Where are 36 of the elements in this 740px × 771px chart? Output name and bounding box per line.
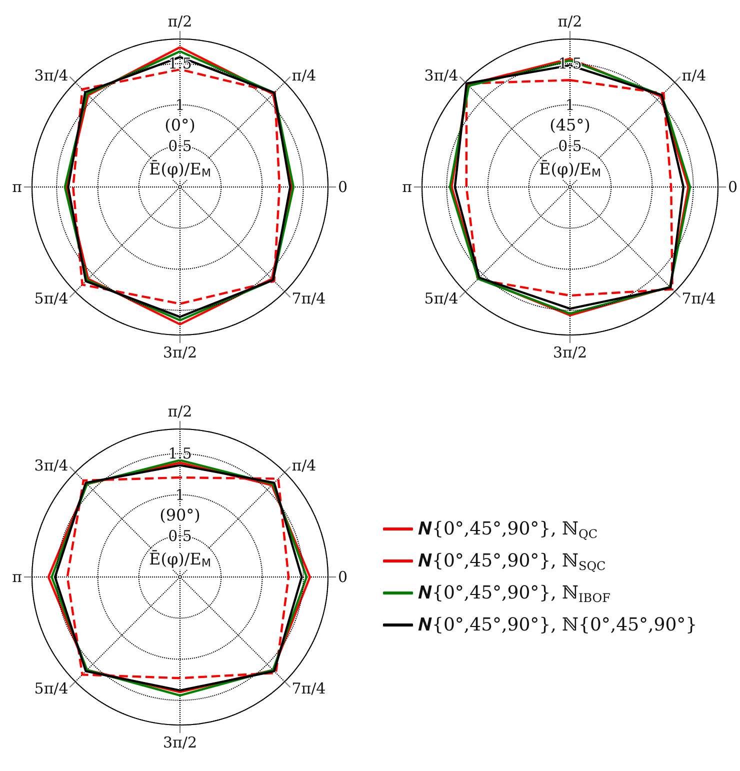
spoke-label: 3π/2 <box>553 344 587 362</box>
y-tick-label: 0.5 <box>168 526 192 545</box>
spoke-label: π <box>402 178 412 196</box>
y-tick-label: 0.5 <box>558 136 582 155</box>
spoke-label: 0 <box>728 178 738 196</box>
spoke-label: 3π/4 <box>424 66 458 84</box>
text: (90°) <box>160 505 200 524</box>
legend-label: 𝑵{0°,45°,90°}, ℕ{0°,45°,90°} <box>418 614 698 636</box>
text: (0°) <box>164 115 196 134</box>
spoke-label: 3π/4 <box>34 66 68 84</box>
spoke-label: 5π/4 <box>424 290 458 308</box>
text: (45°) <box>550 115 590 134</box>
y-tick-label: 1.5 <box>168 444 192 463</box>
spoke-label: π/4 <box>292 66 316 84</box>
spoke-label: 7π/4 <box>292 290 326 308</box>
spoke-label: π/4 <box>292 456 316 474</box>
spoke-label: 7π/4 <box>292 680 326 698</box>
spoke-label: 5π/4 <box>34 290 68 308</box>
y-tick-label: 1 <box>175 96 185 114</box>
spoke-label: 7π/4 <box>682 290 716 308</box>
y-tick-label: 0.5 <box>168 136 192 155</box>
spoke-label: 5π/4 <box>34 680 68 698</box>
spoke-label: π/2 <box>558 12 582 30</box>
spoke-label: π <box>12 178 22 196</box>
spoke-label: 3π/4 <box>34 456 68 474</box>
y-tick-label: 1 <box>175 486 185 504</box>
spoke-label: 0 <box>338 178 348 196</box>
spoke-label: 3π/2 <box>163 344 197 362</box>
spoke-label: 3π/2 <box>163 734 197 752</box>
spoke-label: 0 <box>338 568 348 586</box>
spoke-label: π/4 <box>682 66 706 84</box>
y-tick-label: 1.5 <box>558 54 582 73</box>
spoke-label: π/2 <box>168 402 192 420</box>
spoke-label: π <box>12 568 22 586</box>
spoke-label: π/2 <box>168 12 192 30</box>
y-tick-label: 1 <box>565 96 575 114</box>
